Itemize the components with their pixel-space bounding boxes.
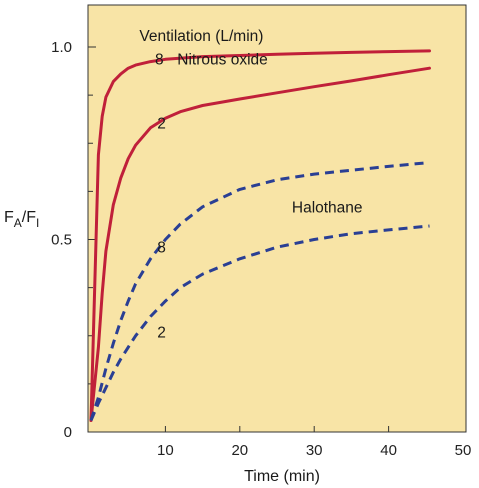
annotation-7: 2 (157, 324, 166, 341)
annotation-6: 8 (157, 240, 166, 257)
plot-area (87, 4, 467, 433)
y-axis-title-sub-a: A (14, 216, 22, 230)
x-tick-label: 20 (231, 442, 248, 459)
annotation-3: Nitrous oxide (177, 51, 267, 68)
x-tick-label: 40 (380, 442, 397, 459)
y-axis-title-sub-i: I (36, 216, 39, 230)
x-tick-label: 30 (306, 442, 323, 459)
series-line-3 (89, 161, 430, 421)
x-axis-title: Time (min) (244, 468, 320, 485)
y-tick-label: 0 (64, 424, 72, 441)
y-axis-title: FA/FI (4, 209, 39, 230)
annotation-5: Halothane (292, 200, 363, 217)
y-tick-label: 1.0 (51, 39, 72, 56)
series-line-4 (89, 224, 430, 421)
x-tick-label: 10 (157, 442, 174, 459)
series-line-2 (89, 66, 431, 422)
annotation-2: 8 (155, 51, 164, 68)
annotation-1: Ventilation (L/min) (139, 28, 263, 45)
x-tick-label: 50 (455, 442, 472, 459)
series-line-1 (89, 49, 431, 422)
y-tick-label: 0.5 (51, 232, 72, 249)
annotation-4: 2 (157, 116, 166, 133)
y-axis-title-slash: /F (22, 209, 36, 226)
y-axis-title-main: F (4, 209, 14, 226)
